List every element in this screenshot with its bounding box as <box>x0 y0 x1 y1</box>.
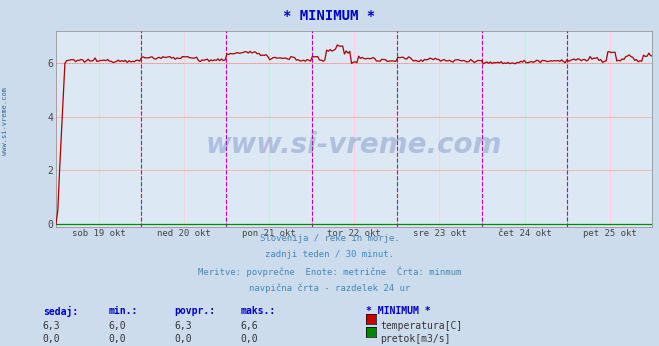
Text: * MINIMUM *: * MINIMUM * <box>366 306 430 316</box>
Text: min.:: min.: <box>109 306 138 316</box>
Text: maks.:: maks.: <box>241 306 275 316</box>
Text: 6,3: 6,3 <box>175 321 192 331</box>
Text: * MINIMUM *: * MINIMUM * <box>283 9 376 22</box>
Text: 6,3: 6,3 <box>43 321 61 331</box>
Text: 0,0: 0,0 <box>109 334 127 344</box>
Text: 6,6: 6,6 <box>241 321 258 331</box>
Text: Slovenija / reke in morje.: Slovenija / reke in morje. <box>260 234 399 243</box>
Text: www.si-vreme.com: www.si-vreme.com <box>206 130 502 158</box>
Text: zadnji teden / 30 minut.: zadnji teden / 30 minut. <box>265 250 394 259</box>
Text: pretok[m3/s]: pretok[m3/s] <box>380 334 451 344</box>
Text: Meritve: povprečne  Enote: metrične  Črta: minmum: Meritve: povprečne Enote: metrične Črta:… <box>198 267 461 277</box>
Text: navpična črta - razdelek 24 ur: navpična črta - razdelek 24 ur <box>249 283 410 293</box>
Text: 0,0: 0,0 <box>43 334 61 344</box>
Text: 0,0: 0,0 <box>175 334 192 344</box>
Text: 6,0: 6,0 <box>109 321 127 331</box>
Text: www.si-vreme.com: www.si-vreme.com <box>2 87 9 155</box>
Text: temperatura[C]: temperatura[C] <box>380 321 463 331</box>
Text: povpr.:: povpr.: <box>175 306 215 316</box>
Text: 0,0: 0,0 <box>241 334 258 344</box>
Text: sedaj:: sedaj: <box>43 306 78 317</box>
